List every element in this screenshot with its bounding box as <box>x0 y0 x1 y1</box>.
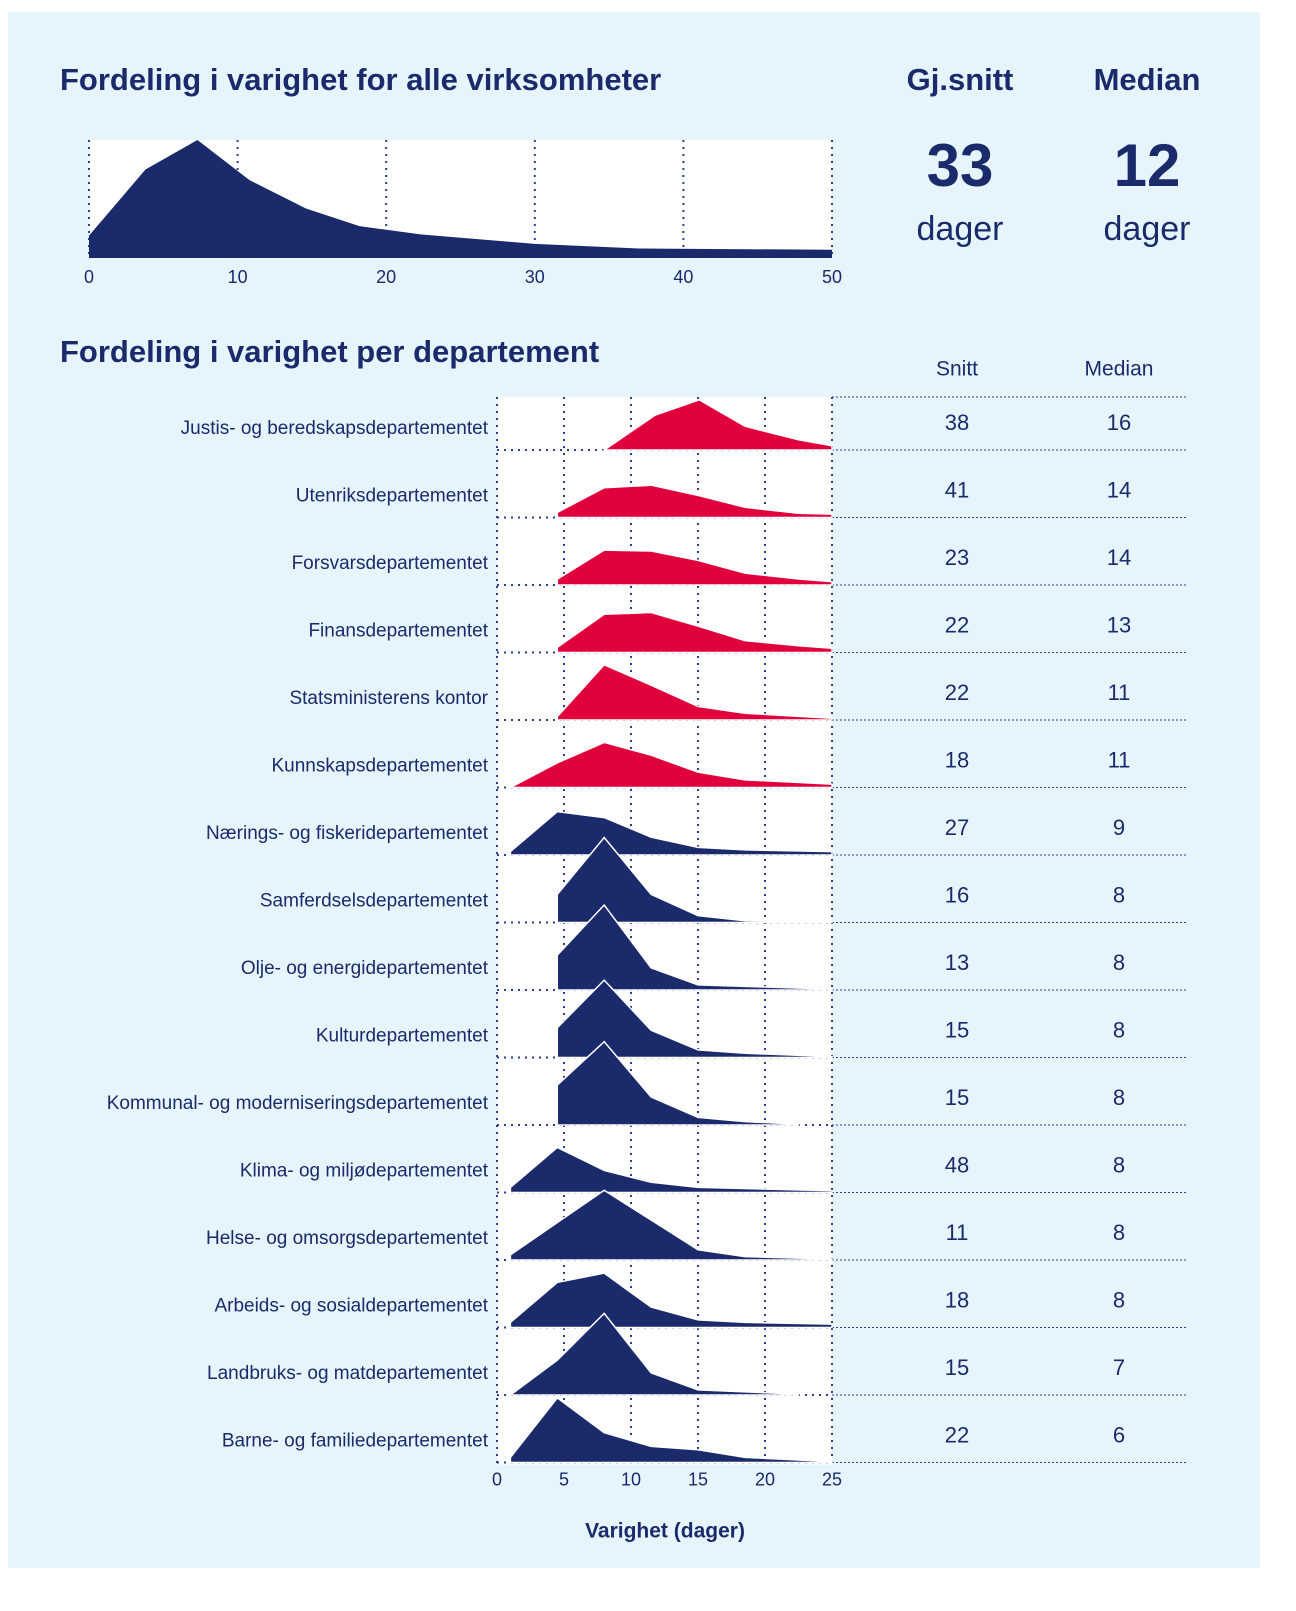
ridge-area <box>509 1146 833 1194</box>
median-value: 8 <box>1113 882 1125 907</box>
ridge-area <box>556 549 833 586</box>
median-value: 7 <box>1113 1355 1125 1380</box>
department-label: Samferdselsdepartementet <box>260 891 489 912</box>
ridge-area <box>556 484 833 519</box>
snitt-value: 18 <box>945 747 969 772</box>
median-value: 11 <box>1108 747 1131 772</box>
x-axis-label: Varighet (dager) <box>585 1520 745 1543</box>
stat-value: 33 <box>927 132 994 199</box>
median-value: 13 <box>1107 612 1131 637</box>
median-value: 11 <box>1108 680 1131 705</box>
x-tick-label: 50 <box>822 267 842 287</box>
stat-unit: dager <box>1104 210 1191 248</box>
department-label: Arbeids- og sosialdepartementet <box>214 1296 488 1317</box>
median-value: 8 <box>1113 1220 1125 1245</box>
ridge-area <box>510 741 833 789</box>
x-tick-label: 15 <box>688 1469 708 1489</box>
ridge-area <box>509 1189 833 1261</box>
department-label: Landbruks- og matdepartementet <box>207 1363 489 1384</box>
snitt-value: 41 <box>945 477 969 502</box>
snitt-value: 13 <box>945 950 969 975</box>
department-label: Nærings- og fiskeridepartementet <box>206 823 489 844</box>
ridge-area <box>556 903 833 991</box>
stat-value: 12 <box>1114 132 1181 199</box>
median-value: 14 <box>1107 545 1131 570</box>
median-value: 8 <box>1113 1017 1125 1042</box>
snitt-value: 22 <box>945 612 969 637</box>
department-label: Kunnskapsdepartementet <box>271 756 488 777</box>
x-tick-label: 25 <box>822 1469 842 1489</box>
x-tick-label: 40 <box>673 267 693 287</box>
median-value: 14 <box>1107 477 1131 502</box>
snitt-value: 23 <box>945 545 969 570</box>
snitt-value: 22 <box>945 680 969 705</box>
department-label: Statsministerens kontor <box>289 688 488 709</box>
snitt-value: 18 <box>945 1287 969 1312</box>
median-value: 8 <box>1113 1085 1125 1110</box>
x-tick-label: 10 <box>621 1469 641 1489</box>
x-tick-label: 10 <box>228 267 248 287</box>
department-label: Kommunal- og moderniseringsdepartementet <box>107 1093 489 1114</box>
department-label: Utenriksdepartementet <box>296 486 489 507</box>
ridge-area <box>601 399 833 451</box>
x-tick-label: 0 <box>84 267 94 287</box>
ridge-area <box>556 1040 800 1126</box>
snitt-value: 38 <box>945 410 969 435</box>
median-value: 9 <box>1113 815 1125 840</box>
chart-title: Fordeling i varighet for alle virksomhet… <box>60 62 661 97</box>
department-label: Forsvarsdepartementet <box>292 553 489 574</box>
median-value: 16 <box>1107 410 1131 435</box>
ridge-area <box>556 836 833 924</box>
stat-unit: dager <box>917 210 1004 248</box>
snitt-value: 22 <box>945 1422 969 1447</box>
x-tick-label: 20 <box>376 267 396 287</box>
snitt-value: 27 <box>945 815 969 840</box>
x-tick-label: 30 <box>525 267 545 287</box>
ridge-area <box>509 1272 833 1329</box>
area <box>89 140 832 258</box>
ridge-area <box>556 979 833 1059</box>
x-tick-label: 0 <box>492 1469 502 1489</box>
column-header: Median <box>1085 358 1154 381</box>
department-label: Finansdepartementet <box>308 621 488 642</box>
snitt-value: 16 <box>945 882 969 907</box>
ridge-area <box>509 1396 833 1464</box>
x-tick-label: 5 <box>559 1469 569 1489</box>
median-value: 8 <box>1113 1152 1125 1177</box>
ridge-area <box>509 810 833 856</box>
snitt-value: 48 <box>945 1152 969 1177</box>
snitt-value: 15 <box>945 1085 969 1110</box>
median-value: 8 <box>1113 1287 1125 1312</box>
department-label: Helse- og omsorgsdepartementet <box>206 1228 489 1249</box>
chart-title: Fordeling i varighet per departement <box>60 334 599 369</box>
column-header: Snitt <box>936 358 978 381</box>
ridge-area <box>508 1312 800 1396</box>
snitt-value: 15 <box>945 1017 969 1042</box>
median-value: 6 <box>1113 1422 1125 1447</box>
snitt-value: 15 <box>945 1355 969 1380</box>
department-label: Barne- og familiedepartementet <box>222 1431 489 1452</box>
stat-label: Median <box>1094 62 1201 97</box>
department-label: Justis- og beredskapsdepartementet <box>181 418 489 439</box>
department-label: Klima- og miljødepartementet <box>240 1161 489 1182</box>
department-label: Kulturdepartementet <box>316 1026 489 1047</box>
median-value: 8 <box>1113 950 1125 975</box>
x-tick-label: 20 <box>755 1469 775 1489</box>
stat-label: Gj.snitt <box>907 62 1014 97</box>
snitt-value: 11 <box>946 1220 969 1245</box>
department-label: Olje- og energidepartementet <box>241 958 489 979</box>
ridge-area <box>556 663 833 721</box>
ridge-area <box>556 611 833 654</box>
